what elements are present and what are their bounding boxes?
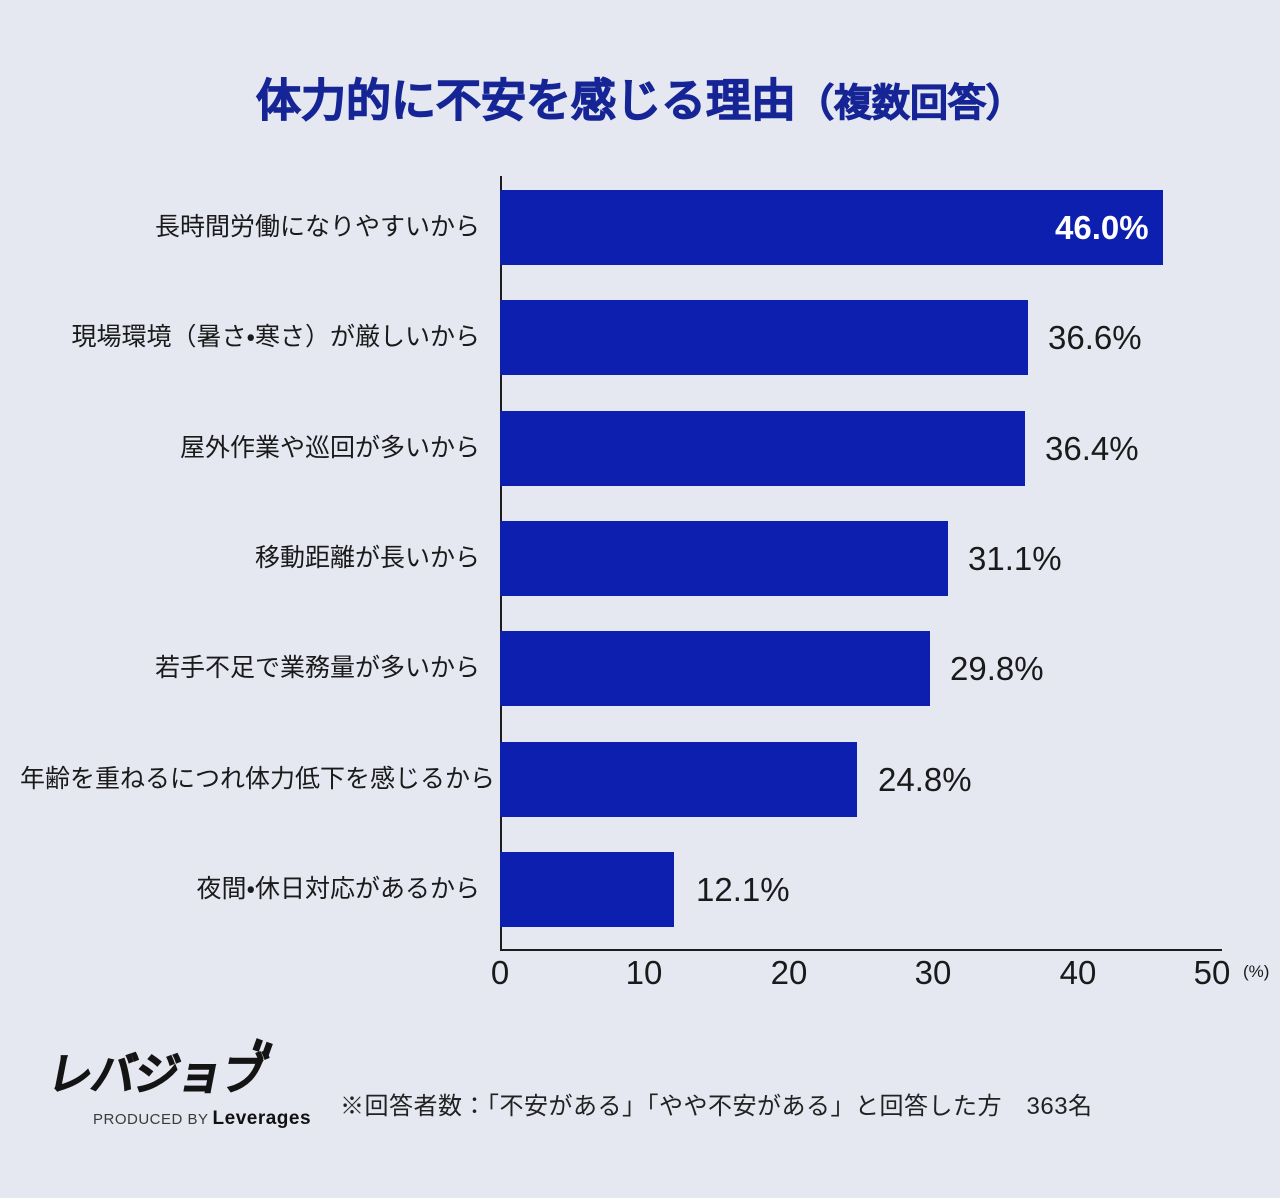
svg-text:レバジョブ: レバジョブ — [50, 1049, 271, 1100]
